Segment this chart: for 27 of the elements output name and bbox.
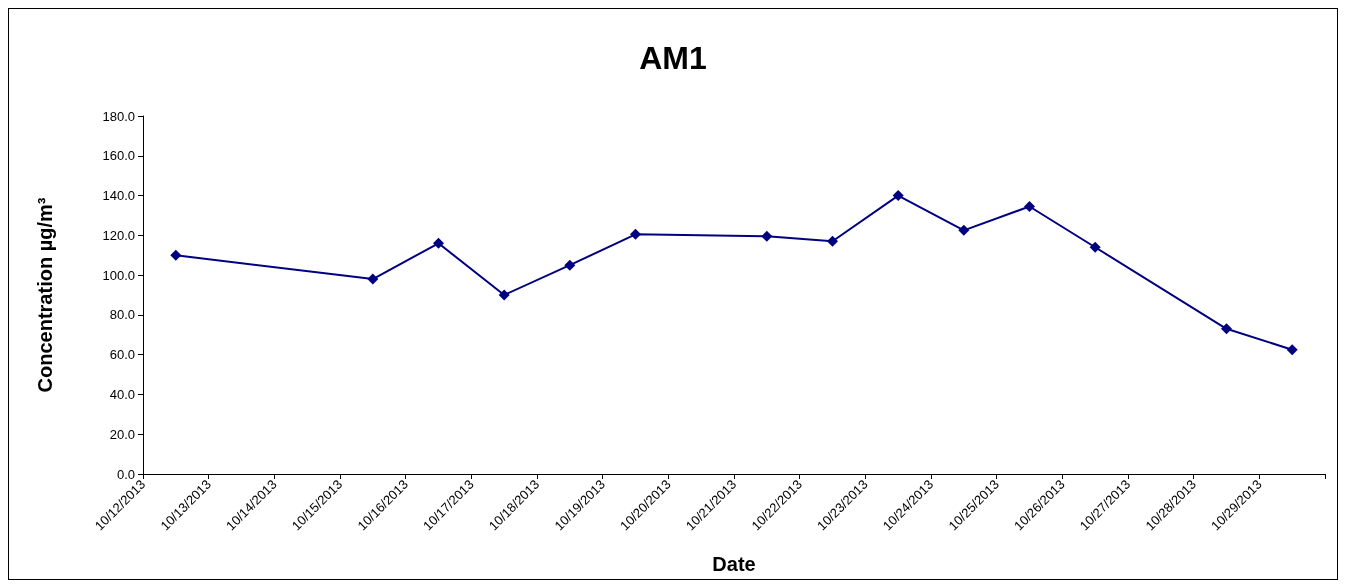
point xyxy=(564,259,576,271)
x-axis-title: Date xyxy=(712,553,756,575)
chart-title: AM1 xyxy=(639,40,707,76)
y-tick-label: 180.0 xyxy=(102,108,135,124)
y-tick-label: 80.0 xyxy=(109,307,135,323)
y-tick-label: 160.0 xyxy=(102,148,135,164)
point xyxy=(170,249,182,261)
y-axis-title: Concentration µg/m³ xyxy=(34,197,56,393)
point xyxy=(1024,200,1035,212)
point xyxy=(630,228,641,240)
y-tick-label: 0.0 xyxy=(116,466,135,482)
y-tick-label: 40.0 xyxy=(109,386,135,402)
point xyxy=(1286,344,1298,356)
y-tick-label: 60.0 xyxy=(109,347,135,363)
point xyxy=(1089,241,1101,253)
point xyxy=(1221,323,1232,335)
point xyxy=(958,224,970,236)
point xyxy=(892,190,904,202)
point xyxy=(367,273,379,285)
point xyxy=(498,289,510,301)
point xyxy=(761,230,773,242)
y-tick-label: 20.0 xyxy=(109,426,135,442)
y-tick-label: 120.0 xyxy=(102,227,135,243)
point xyxy=(433,237,444,249)
y-tick-label: 100.0 xyxy=(102,267,135,283)
y-tick-label: 140.0 xyxy=(102,188,135,204)
point xyxy=(827,235,838,247)
